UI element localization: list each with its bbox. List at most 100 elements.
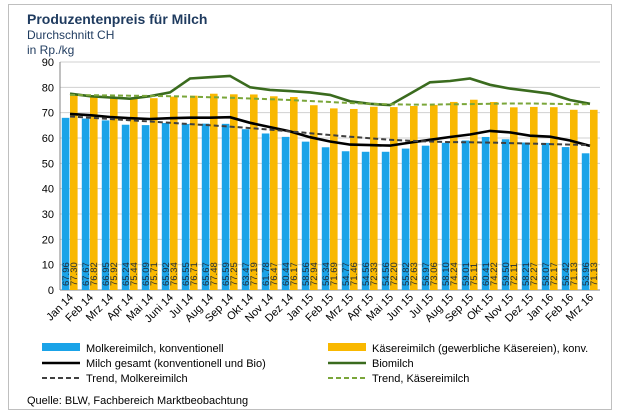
line-biomilch [69, 74, 591, 107]
bar-molkereimilch [581, 153, 590, 290]
bar-kaesereimilch [310, 105, 318, 291]
bar-value-label: 65.55 [181, 262, 192, 286]
bar-value-label: 72.17 [549, 262, 560, 286]
bar-kaesereimilch [530, 106, 538, 290]
bar-value-label: 58.21 [521, 262, 532, 286]
bar-value-label: 65.24 [121, 262, 132, 286]
bar-molkereimilch [81, 118, 90, 290]
bar-molkereimilch [381, 151, 390, 290]
bar-value-label: 65.09 [141, 262, 152, 286]
bar-value-label: 53.96 [581, 262, 592, 286]
bar-value-label: 71.69 [329, 262, 340, 286]
bar-kaesereimilch [250, 94, 258, 291]
bar-value-label: 75.92 [109, 262, 120, 286]
bar-value-label: 58.56 [301, 262, 312, 286]
bar-molkereimilch [61, 117, 70, 291]
bar-molkereimilch [321, 147, 330, 290]
bar-value-label: 66.95 [101, 262, 112, 286]
bar-value-label: 54.77 [341, 262, 352, 286]
bar-value-label: 74.22 [489, 262, 500, 286]
bar-kaesereimilch [110, 97, 118, 290]
bar-molkereimilch [161, 123, 170, 290]
legend-item: Biomilch [328, 358, 414, 370]
bar-value-label: 77.19 [249, 262, 260, 286]
y-tick-label: 50 [42, 158, 54, 170]
bar-value-label: 71.13 [569, 262, 580, 286]
bar-kaesereimilch [210, 93, 218, 290]
bar-molkereimilch [341, 151, 350, 290]
bar-molkereimilch [301, 141, 310, 290]
legend-item: Trend, Käsereimilch [328, 373, 469, 385]
bar-value-label: 72.11 [509, 263, 520, 286]
bar-value-label: 77.25 [229, 262, 240, 286]
y-tick-label: 10 [42, 260, 54, 272]
bar-value-label: 67.67 [81, 262, 92, 286]
bar-kaesereimilch [370, 106, 378, 290]
chart-title: Produzentenpreis für Milch [27, 11, 207, 27]
bar-value-label: 72.33 [369, 262, 380, 286]
bar-value-label: 61.78 [261, 262, 272, 286]
bar-kaesereimilch [450, 101, 458, 291]
legend-label: Milch gesamt (konventionell und Bio) [86, 358, 266, 370]
bar-kaesereimilch [570, 109, 578, 290]
bar-value-label: 71.13 [589, 262, 600, 286]
chart-frame [8, 4, 612, 410]
trend-line-kaesereimilch [69, 93, 591, 106]
bar-value-label: 59.01 [461, 262, 472, 286]
bar-value-label: 56.42 [561, 262, 572, 286]
bar-kaesereimilch [90, 95, 98, 290]
line-milch-gesamt [69, 112, 591, 148]
legend-swatch [42, 343, 80, 351]
legend-item: Trend, Molkereimilch [42, 373, 188, 385]
bar-molkereimilch [281, 136, 290, 290]
y-tick-label: 0 [48, 285, 54, 297]
bar-value-label: 54.56 [381, 262, 392, 286]
y-tick-label: 30 [42, 209, 54, 221]
bar-value-label: 72.27 [529, 262, 540, 286]
bar-value-label: 76.71 [189, 262, 200, 286]
trend-line-molkereimilch [69, 115, 591, 147]
bar-value-label: 58.10 [441, 262, 452, 286]
legend-label: Biomilch [372, 358, 414, 370]
y-axis-ticks: 0 10 20 30 40 50 60 70 80 90 [42, 57, 54, 297]
bar-kaesereimilch [330, 108, 338, 290]
legend-label: Trend, Käsereimilch [372, 373, 469, 385]
legend-swatch [328, 343, 366, 351]
bar-value-label: 58.07 [541, 262, 552, 286]
source-note: Quelle: BLW, Fachbereich Marktbeobachtun… [27, 395, 248, 407]
bar-value-label: 77.48 [209, 262, 220, 286]
bar-molkereimilch [441, 142, 450, 290]
bar-molkereimilch [141, 125, 150, 290]
bar-molkereimilch [181, 123, 190, 290]
bar-kaesereimilch [510, 107, 518, 290]
bar-molkereimilch [501, 139, 510, 290]
legend-label: Molkereimilch, konventionell [86, 343, 224, 355]
bar-value-label: 76.47 [269, 262, 280, 286]
y-tick-label: 70 [42, 108, 54, 120]
y-tick-label: 60 [42, 133, 54, 145]
legend-item: Milch gesamt (konventionell und Bio) [42, 358, 266, 370]
bar-molkereimilch [121, 124, 130, 290]
bar-value-label: 72.20 [389, 262, 400, 286]
bar-molkereimilch [241, 129, 250, 290]
bar-value-label: 56.34 [321, 262, 332, 286]
bar-molkereimilch [221, 123, 230, 290]
bar-molkereimilch [201, 123, 210, 290]
legend: Molkereimilch, konventionell Käsereimilch… [42, 343, 588, 385]
bar-value-label: 75.44 [129, 262, 140, 286]
bar-kaesereimilch [390, 107, 398, 291]
bar-kaesereimilch [290, 97, 298, 290]
bar-kaesereimilch [430, 104, 438, 290]
bar-value-label: 54.56 [361, 262, 372, 286]
bar-kaesereimilch [70, 94, 78, 290]
bar-molkereimilch [521, 142, 530, 290]
bar-value-label: 60.44 [281, 262, 292, 286]
bar-value-label: 59.50 [501, 262, 512, 286]
bar-molkereimilch [461, 140, 470, 290]
bar-kaesereimilch [170, 96, 178, 290]
bar-value-label: 76.82 [89, 262, 100, 286]
bar-value-label: 60.41 [481, 262, 492, 286]
bars [61, 93, 598, 291]
